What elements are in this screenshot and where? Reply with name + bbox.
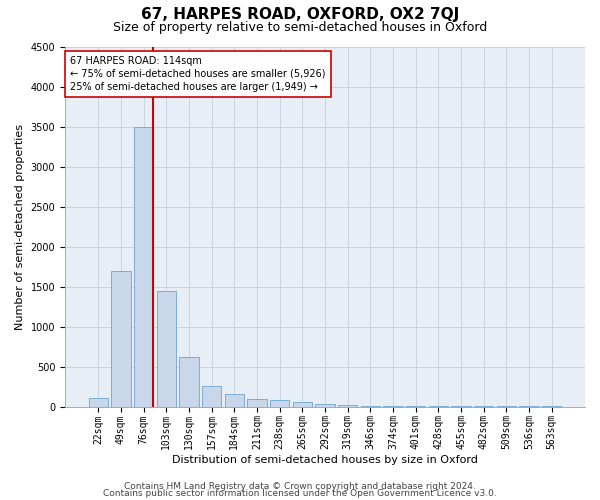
Bar (202, 386, 221, 406)
X-axis label: Distribution of semi-detached houses by size in Oxford: Distribution of semi-detached houses by … (172, 455, 478, 465)
Bar (270, 400, 289, 406)
Bar (179, 357, 199, 406)
Bar (134, 126, 153, 406)
Bar (338, 405, 358, 406)
Bar (157, 290, 176, 406)
Y-axis label: Number of semi-detached properties: Number of semi-detached properties (15, 124, 25, 330)
Text: 67 HARPES ROAD: 114sqm
← 75% of semi-detached houses are smaller (5,926)
25% of : 67 HARPES ROAD: 114sqm ← 75% of semi-det… (70, 56, 326, 92)
Text: 67, HARPES ROAD, OXFORD, OX2 7QJ: 67, HARPES ROAD, OXFORD, OX2 7QJ (141, 8, 459, 22)
Bar (224, 394, 244, 406)
Bar (316, 404, 335, 406)
Bar (247, 399, 266, 406)
Bar (112, 272, 131, 406)
Text: Contains public sector information licensed under the Open Government Licence v3: Contains public sector information licen… (103, 490, 497, 498)
Text: Contains HM Land Registry data © Crown copyright and database right 2024.: Contains HM Land Registry data © Crown c… (124, 482, 476, 491)
Bar (89, 398, 108, 406)
Bar (293, 402, 312, 406)
Text: Size of property relative to semi-detached houses in Oxford: Size of property relative to semi-detach… (113, 21, 487, 34)
